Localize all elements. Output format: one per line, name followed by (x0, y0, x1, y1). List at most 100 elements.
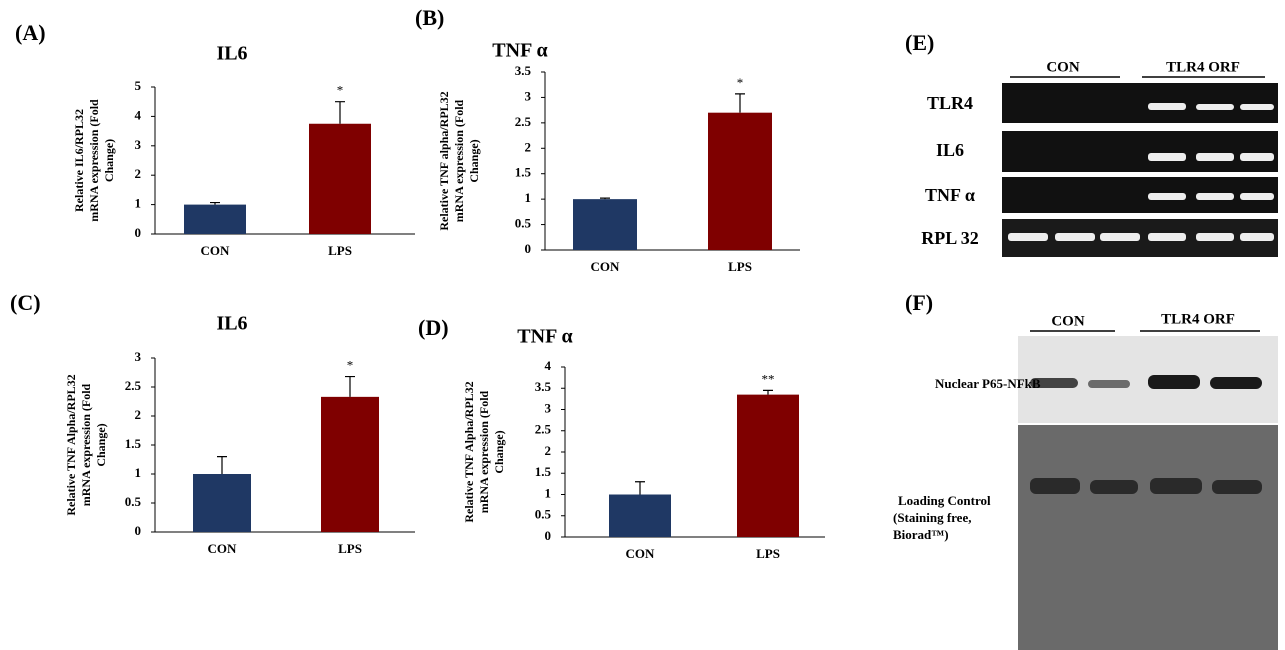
y-tick-label: 1 (135, 196, 142, 211)
error-bar (600, 198, 610, 199)
y-tick-label: 5 (135, 78, 142, 93)
y-tick-label: 1 (525, 190, 532, 205)
row-label: TNF α (925, 185, 975, 205)
error-bar (345, 377, 355, 397)
y-tick-label: 1 (135, 465, 142, 480)
y-axis-label: Relative TNF alpha/RPL32 (437, 91, 451, 230)
row-label: IL6 (936, 140, 964, 160)
x-tick-label: LPS (756, 546, 780, 561)
chart-title: IL6 (216, 43, 247, 65)
gel-strip (1002, 177, 1278, 213)
panel-label: (B) (415, 5, 444, 30)
y-tick-label: 0.5 (125, 494, 142, 509)
y-tick-label: 2.5 (535, 422, 552, 437)
y-tick-label: 3 (545, 400, 552, 415)
bar (609, 495, 671, 538)
y-tick-label: 3.5 (515, 63, 532, 78)
significance: * (337, 83, 344, 98)
y-axis-label: Change) (102, 139, 116, 182)
y-axis-label: mRNA expression (Fold (79, 383, 93, 506)
panel-label: (E) (905, 30, 934, 55)
blot-label: Loading Control (898, 493, 991, 508)
group-label: TLR4 ORF (1166, 59, 1240, 75)
gel-e: (E) CON TLR4 ORF TLR4 IL6 TNF α RPL 32 (905, 30, 1278, 257)
x-tick-label: LPS (328, 243, 352, 258)
x-tick-label: CON (626, 546, 656, 561)
y-tick-label: 3 (135, 137, 142, 152)
x-tick-label: CON (208, 541, 238, 556)
y-axis-label: Relative TNF Alpha/RPL32 (462, 381, 476, 522)
error-bar (635, 482, 645, 495)
y-tick-label: 2.5 (515, 114, 532, 129)
y-tick-label: 4 (135, 107, 142, 122)
y-tick-label: 2.5 (125, 378, 142, 393)
y-axis-label: Change) (467, 139, 481, 182)
x-tick-label: CON (201, 243, 231, 258)
significance: * (347, 358, 354, 373)
error-bar (210, 203, 220, 205)
chart-title: IL6 (216, 313, 247, 335)
error-bar (335, 102, 345, 124)
chart-title: TNF α (492, 40, 547, 62)
y-axis-label: mRNA expression (Fold (452, 99, 466, 222)
error-bar (763, 390, 773, 394)
y-tick-label: 0 (545, 528, 552, 543)
y-axis-label: Change) (94, 423, 108, 466)
bar (573, 199, 637, 250)
y-tick-label: 2 (545, 443, 552, 458)
y-tick-label: 1.5 (515, 165, 532, 180)
chart-title: TNF α (517, 326, 572, 348)
bar (309, 124, 371, 234)
panel-label: (D) (418, 315, 449, 340)
significance: * (737, 75, 744, 90)
group-label: CON (1046, 59, 1080, 75)
x-tick-label: LPS (728, 259, 752, 274)
blot-f: (F) CON TLR4 ORF Nuclear P65-NFkB Loadin… (893, 290, 1278, 650)
y-tick-label: 0.5 (535, 507, 552, 522)
gel-strip (1002, 131, 1278, 172)
bar (321, 397, 379, 532)
figure: (E) CON TLR4 ORF TLR4 IL6 TNF α RPL 32 (… (0, 0, 1285, 650)
y-tick-label: 4 (545, 358, 552, 373)
error-bar (735, 94, 745, 113)
blot-label: Nuclear P65-NFkB (935, 376, 1041, 391)
x-tick-label: CON (591, 259, 621, 274)
group-label: TLR4 ORF (1161, 311, 1235, 327)
y-tick-label: 0 (135, 225, 142, 240)
x-tick-label: LPS (338, 541, 362, 556)
y-tick-label: 1.5 (125, 436, 142, 451)
y-tick-label: 3 (525, 88, 532, 103)
bar (737, 395, 799, 537)
y-axis-label: Relative TNF Alpha/RPL32 (64, 374, 78, 515)
bar (708, 113, 772, 250)
y-axis-label: mRNA expression (Fold (87, 99, 101, 222)
y-axis-label: mRNA expression (Fold (477, 390, 491, 513)
bar (184, 205, 246, 234)
y-axis-label: Change) (492, 430, 506, 473)
panel-label: (C) (10, 290, 41, 315)
panel-label: (F) (905, 290, 933, 315)
y-axis-label: Relative IL6/RPL32 (72, 109, 86, 212)
error-bar (217, 457, 227, 474)
y-tick-label: 2 (135, 166, 142, 181)
y-tick-label: 1.5 (535, 464, 552, 479)
blot-label: (Staining free, (893, 510, 971, 525)
y-tick-label: 2 (135, 407, 142, 422)
blot-label: Biorad™) (893, 527, 949, 542)
y-tick-label: 0 (135, 523, 142, 538)
bar (193, 474, 251, 532)
blot-strip (1018, 425, 1278, 650)
y-tick-label: 3 (135, 349, 142, 364)
y-tick-label: 2 (525, 139, 532, 154)
gel-strip (1002, 83, 1278, 123)
panel-label: (A) (15, 20, 46, 45)
y-tick-label: 0.5 (515, 216, 532, 231)
significance: ** (762, 371, 775, 386)
y-tick-label: 3.5 (535, 379, 552, 394)
y-tick-label: 0 (525, 241, 532, 256)
group-label: CON (1051, 313, 1085, 329)
